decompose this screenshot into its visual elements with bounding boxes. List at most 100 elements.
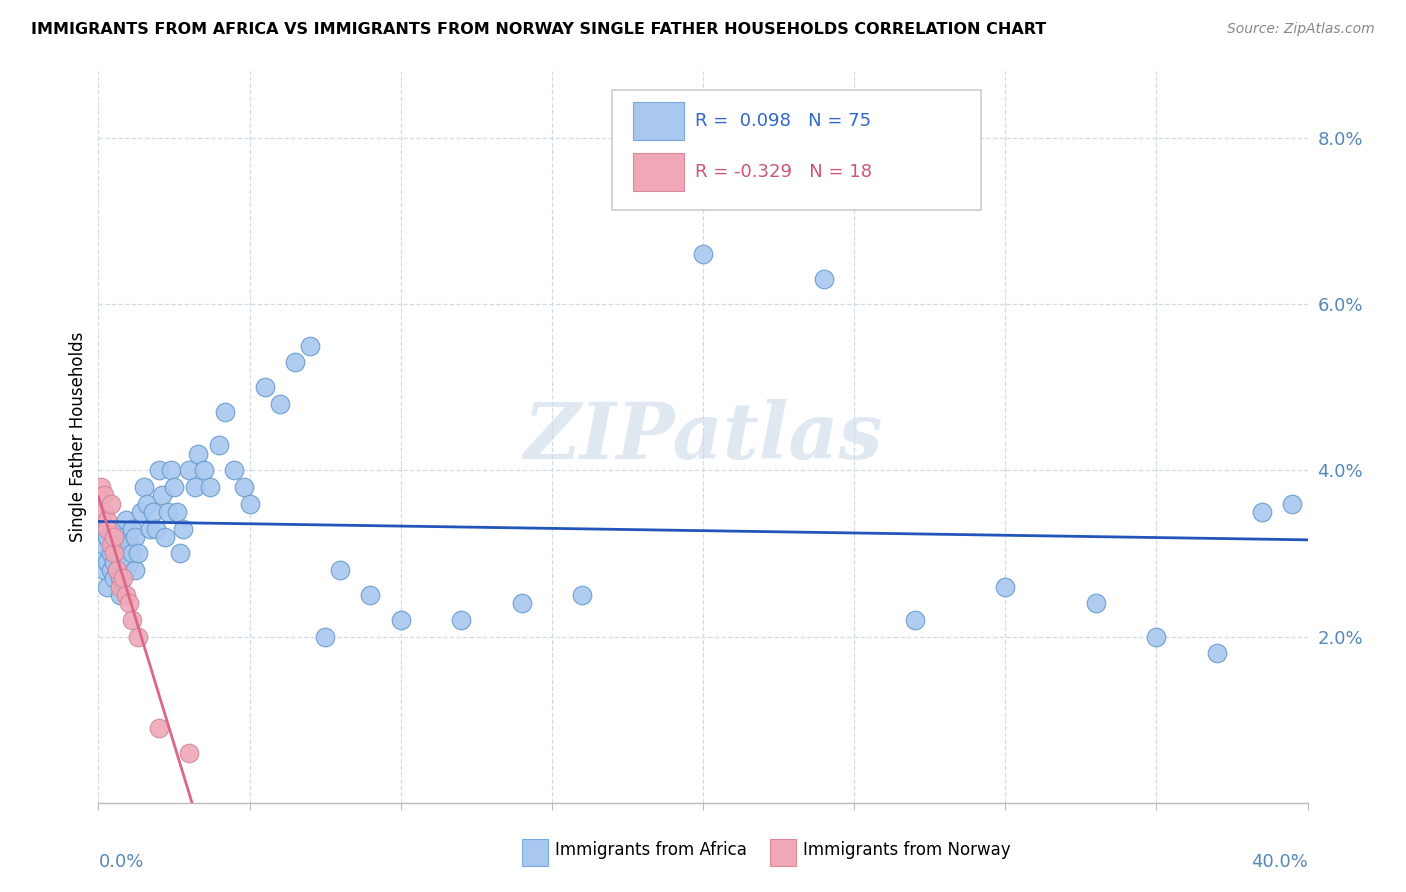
Point xyxy=(93,563,115,577)
Point xyxy=(127,546,149,560)
Point xyxy=(124,530,146,544)
Point xyxy=(269,397,291,411)
Point xyxy=(360,588,382,602)
Point xyxy=(142,505,165,519)
Point xyxy=(121,521,143,535)
Point xyxy=(96,580,118,594)
Point xyxy=(148,463,170,477)
Point xyxy=(100,538,122,552)
Text: ZIPatlas: ZIPatlas xyxy=(523,399,883,475)
Point xyxy=(118,555,141,569)
Bar xyxy=(522,838,548,866)
Point xyxy=(1085,596,1108,610)
Point xyxy=(114,513,136,527)
Point xyxy=(239,497,262,511)
Point xyxy=(224,463,246,477)
Point xyxy=(129,505,152,519)
Point xyxy=(184,480,207,494)
Point xyxy=(100,546,122,560)
Point xyxy=(148,721,170,735)
Point xyxy=(103,538,125,552)
Point xyxy=(135,497,157,511)
Point xyxy=(103,555,125,569)
Point xyxy=(153,530,176,544)
Point xyxy=(93,488,115,502)
Point xyxy=(93,521,115,535)
Point xyxy=(1281,497,1303,511)
Point xyxy=(93,505,115,519)
Point xyxy=(105,563,128,577)
Point xyxy=(145,521,167,535)
Point xyxy=(105,563,128,577)
Point xyxy=(100,521,122,535)
Point xyxy=(1206,646,1229,660)
Point xyxy=(96,530,118,544)
Text: Immigrants from Africa: Immigrants from Africa xyxy=(555,841,748,859)
Text: Immigrants from Norway: Immigrants from Norway xyxy=(803,841,1011,859)
Point xyxy=(813,272,835,286)
Bar xyxy=(633,102,683,140)
Point xyxy=(156,505,179,519)
Point xyxy=(111,546,134,560)
Point xyxy=(253,380,276,394)
Point xyxy=(124,563,146,577)
FancyBboxPatch shape xyxy=(613,90,981,211)
Point xyxy=(389,613,412,627)
Point xyxy=(103,571,125,585)
Point xyxy=(100,497,122,511)
Point xyxy=(510,596,533,610)
Point xyxy=(200,480,222,494)
Point xyxy=(214,405,236,419)
Point xyxy=(193,463,215,477)
Text: Source: ZipAtlas.com: Source: ZipAtlas.com xyxy=(1227,22,1375,37)
Point xyxy=(160,463,183,477)
Point xyxy=(103,530,125,544)
Point xyxy=(450,613,472,627)
Point xyxy=(114,588,136,602)
Point xyxy=(139,521,162,535)
Bar xyxy=(769,838,796,866)
Point xyxy=(166,505,188,519)
Text: 40.0%: 40.0% xyxy=(1251,853,1308,871)
Point xyxy=(111,530,134,544)
Point xyxy=(90,546,112,560)
Text: IMMIGRANTS FROM AFRICA VS IMMIGRANTS FROM NORWAY SINGLE FATHER HOUSEHOLDS CORREL: IMMIGRANTS FROM AFRICA VS IMMIGRANTS FRO… xyxy=(31,22,1046,37)
Point xyxy=(108,538,131,552)
Point xyxy=(108,580,131,594)
Point xyxy=(904,613,927,627)
Point xyxy=(103,546,125,560)
Point xyxy=(179,746,201,760)
Point xyxy=(299,338,322,352)
Y-axis label: Single Father Households: Single Father Households xyxy=(69,332,87,542)
Point xyxy=(571,588,593,602)
Point xyxy=(187,447,209,461)
Point xyxy=(108,588,131,602)
Point xyxy=(127,630,149,644)
Point xyxy=(994,580,1017,594)
Point xyxy=(1144,630,1167,644)
Point xyxy=(163,480,186,494)
Text: R = -0.329   N = 18: R = -0.329 N = 18 xyxy=(695,163,872,181)
Point xyxy=(208,438,231,452)
Point xyxy=(121,613,143,627)
Point xyxy=(132,480,155,494)
Point xyxy=(179,463,201,477)
Point xyxy=(118,596,141,610)
Point xyxy=(96,521,118,535)
Text: 0.0%: 0.0% xyxy=(98,853,143,871)
Text: R =  0.098   N = 75: R = 0.098 N = 75 xyxy=(695,112,870,130)
Point xyxy=(150,488,173,502)
Point xyxy=(100,563,122,577)
Point xyxy=(93,538,115,552)
Point xyxy=(121,546,143,560)
Point xyxy=(96,555,118,569)
Point xyxy=(108,571,131,585)
Point xyxy=(284,355,307,369)
Point xyxy=(329,563,352,577)
Point xyxy=(105,546,128,560)
Point xyxy=(105,521,128,535)
Point xyxy=(232,480,254,494)
Point xyxy=(169,546,191,560)
Point xyxy=(114,563,136,577)
Point xyxy=(90,480,112,494)
